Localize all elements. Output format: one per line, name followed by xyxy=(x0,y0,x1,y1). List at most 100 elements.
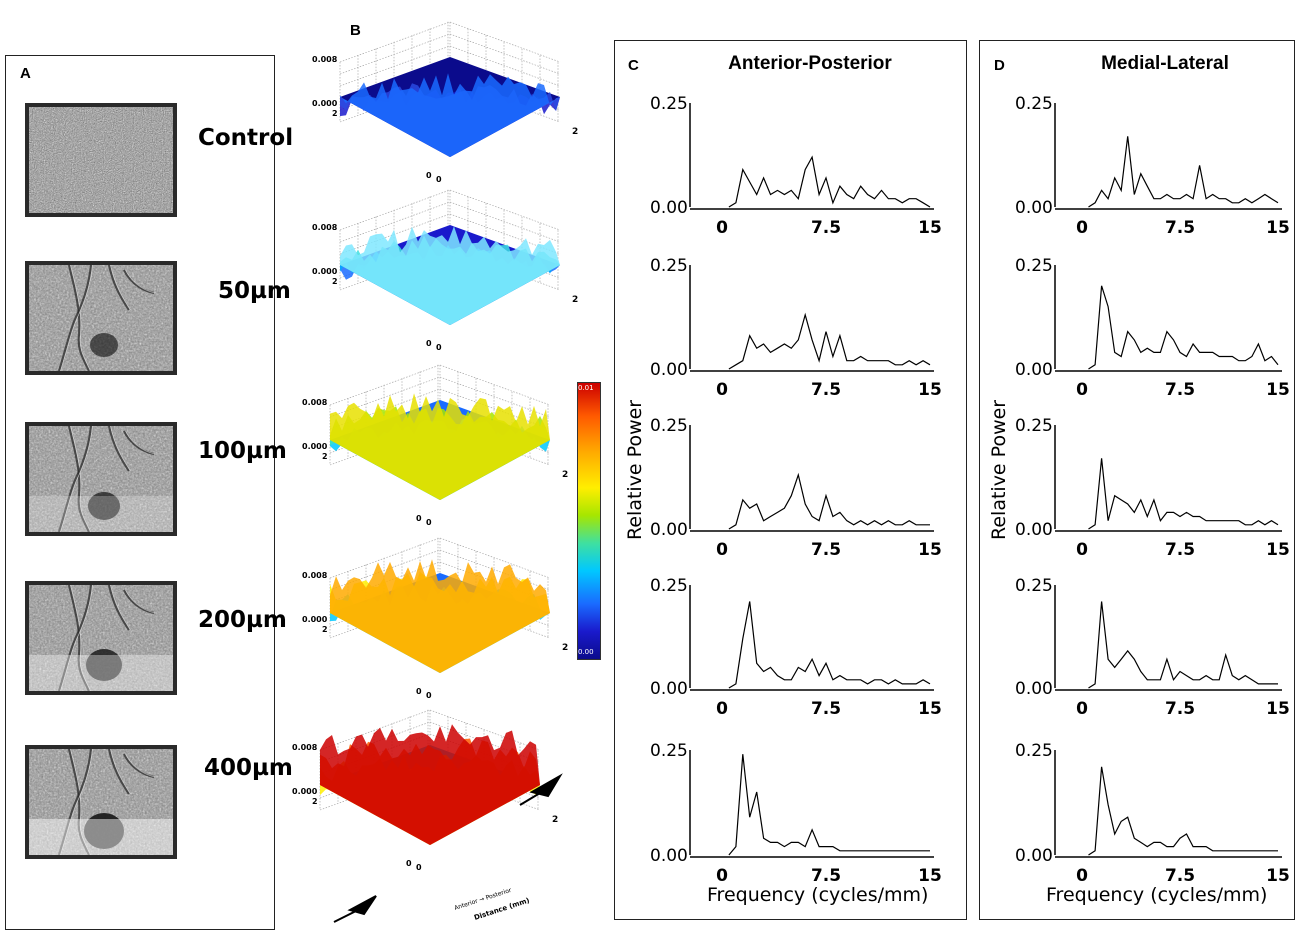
dark-lesion xyxy=(88,492,120,520)
spectrum-chart-d-1: 0.25 0.00 0 7.5 15 xyxy=(1015,94,1290,238)
x-tick-label: 15 xyxy=(918,540,942,560)
corner-label-right: 2 xyxy=(572,295,578,305)
y-tick-label: 0.25 xyxy=(650,256,688,276)
x-tick-label: 15 xyxy=(1266,380,1290,400)
spectrum-chart-c-4: 0.25 0.00 0 7.5 15 xyxy=(650,576,942,719)
x-tick-label: 15 xyxy=(1266,866,1290,886)
surface-grid xyxy=(339,21,561,123)
panel-c-ylabel: Relative Power xyxy=(624,399,646,540)
z-tick-max: 0.008 xyxy=(312,223,338,232)
micrograph-5 xyxy=(25,745,177,859)
y-tick-label: 0.25 xyxy=(1015,416,1053,436)
vessel-line xyxy=(107,749,130,795)
z-tick-min: 0.000 xyxy=(312,99,338,108)
x-tick-label: 15 xyxy=(1266,218,1290,238)
spectrum-line xyxy=(1088,766,1278,856)
x-tick-label: 7.5 xyxy=(811,699,841,719)
condition-label-control: Control xyxy=(198,125,294,151)
micrograph-texture xyxy=(29,426,173,532)
micrograph-3 xyxy=(25,422,177,536)
y-tick-label: 0.00 xyxy=(650,679,688,699)
y-tick-label: 0.25 xyxy=(650,94,688,114)
z-tick-max: 0.008 xyxy=(312,55,338,64)
z-tick-max: 0.008 xyxy=(292,743,318,752)
origin-label: 0 xyxy=(416,514,422,523)
x-tick-label: 7.5 xyxy=(811,540,841,560)
panel-c-frame xyxy=(614,40,967,920)
panel-b-letter: B xyxy=(350,22,361,39)
corner-label-right: 2 xyxy=(562,470,568,480)
origin-label: 0 xyxy=(416,687,422,696)
colorbar-min-label: 0.00 xyxy=(578,648,594,656)
vessel-line xyxy=(107,426,130,472)
spectrum-line xyxy=(728,601,931,689)
spectrum-chart-c-1: 0.25 0.00 0 7.5 15 xyxy=(650,94,942,238)
y-tick-label: 0.25 xyxy=(1015,94,1053,114)
x-tick-label: 15 xyxy=(918,380,942,400)
origin-label: 0 xyxy=(436,343,442,352)
panel-c-xlabel: Frequency (cycles/mm) xyxy=(707,884,929,906)
panel-d-xlabel: Frequency (cycles/mm) xyxy=(1046,884,1268,906)
colorbar-max-label: 0.01 xyxy=(578,384,594,392)
spectrum-chart-c-2: 0.25 0.00 0 7.5 15 xyxy=(650,256,942,400)
corner-label-right: 2 xyxy=(572,127,578,137)
spectrum-chart-d-3: 0.25 0.00 0 7.5 15 xyxy=(1015,416,1290,560)
panel-c-letter: C xyxy=(628,57,639,74)
y-tick-label: 0.25 xyxy=(1015,741,1053,761)
panel-d-ylabel: Relative Power xyxy=(988,399,1010,540)
spectrum-line xyxy=(1088,285,1279,370)
condition-label-50um: 50µm xyxy=(218,278,291,304)
colorbar xyxy=(577,382,601,660)
micrograph-4 xyxy=(25,581,177,695)
x-tick-label: 0 xyxy=(1076,218,1088,238)
panel-d-frame xyxy=(979,40,1295,920)
vessel-line xyxy=(57,585,93,691)
corner-label-right: 2 xyxy=(552,815,558,825)
micrograph-1 xyxy=(25,103,177,217)
vessel-line xyxy=(67,585,91,691)
vessel-line xyxy=(67,749,91,855)
vessel-line xyxy=(107,585,130,631)
origin-label: 0 xyxy=(426,339,432,348)
y-tick-label: 0.00 xyxy=(1015,679,1053,699)
x-tick-label: 0 xyxy=(716,866,728,886)
x-tick-label: 0 xyxy=(716,218,728,238)
arrow-icon xyxy=(333,895,377,923)
x-tick-label: 15 xyxy=(1266,540,1290,560)
origin-label: 0 xyxy=(426,171,432,180)
y-tick-label: 0.25 xyxy=(650,416,688,436)
x-tick-label: 0 xyxy=(1076,866,1088,886)
spectrum-line xyxy=(1088,458,1279,530)
x-tick-label: 0 xyxy=(716,699,728,719)
micrograph-2 xyxy=(25,261,177,375)
panel-d-letter: D xyxy=(994,57,1005,74)
bright-haze xyxy=(29,819,173,855)
corner-label-left: 2 xyxy=(322,625,328,634)
panel-c-title: Anterior-Posterior xyxy=(728,53,892,74)
surface-layer xyxy=(340,73,560,157)
vessel-line xyxy=(57,749,93,855)
micrograph-texture xyxy=(29,749,173,855)
origin-label: 0 xyxy=(426,691,432,700)
micrograph-texture xyxy=(29,107,173,213)
y-tick-label: 0.25 xyxy=(1015,256,1053,276)
x-tick-label: 7.5 xyxy=(1165,218,1195,238)
x-tick-label: 7.5 xyxy=(811,866,841,886)
corner-label-left: 2 xyxy=(332,277,338,286)
bright-haze xyxy=(29,496,173,532)
panel-a-frame xyxy=(5,55,275,930)
spectrum-chart-d-2: 0.25 0.00 0 7.5 15 xyxy=(1015,256,1290,400)
x-tick-label: 0 xyxy=(716,380,728,400)
x-tick-label: 0 xyxy=(716,540,728,560)
origin-label: 0 xyxy=(406,859,412,868)
x-tick-label: 7.5 xyxy=(1165,380,1195,400)
condition-label-200um: 200µm xyxy=(198,607,287,633)
vessel-line xyxy=(107,265,130,311)
corner-label-left: 2 xyxy=(322,452,328,461)
x-tick-label: 7.5 xyxy=(1165,866,1195,886)
spectrum-line xyxy=(1088,136,1279,208)
